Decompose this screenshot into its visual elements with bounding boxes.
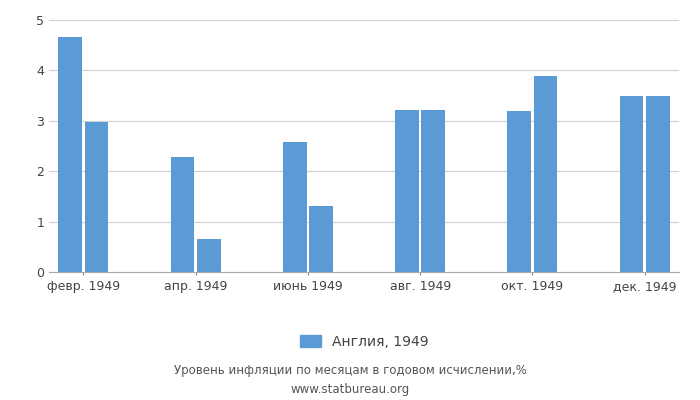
Bar [508,111,531,272]
Bar [85,122,108,272]
Bar [620,96,643,272]
Bar [309,206,332,272]
Bar [283,142,307,272]
Bar [421,110,445,272]
Legend: Англия, 1949: Англия, 1949 [294,329,434,354]
Bar [171,157,195,272]
Bar [58,37,82,272]
Bar [395,110,419,272]
Bar [646,96,670,272]
Bar [197,239,220,272]
Text: Уровень инфляции по месяцам в годовом исчислении,%
www.statbureau.org: Уровень инфляции по месяцам в годовом ис… [174,364,526,396]
Bar [533,76,557,272]
